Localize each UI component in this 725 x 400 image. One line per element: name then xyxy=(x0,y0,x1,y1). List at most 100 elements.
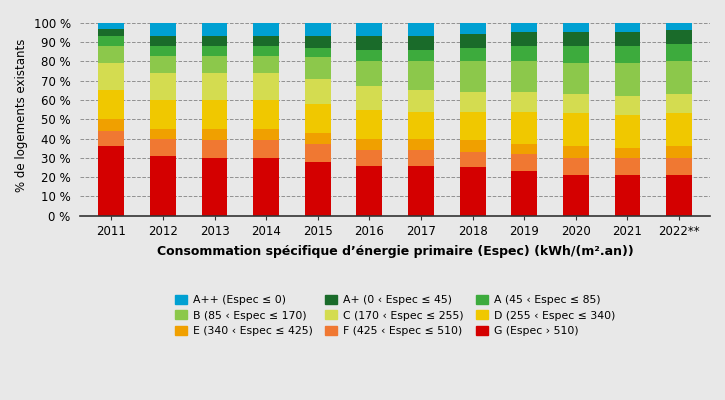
Bar xyxy=(305,104,331,133)
Bar xyxy=(357,110,382,138)
Bar xyxy=(511,23,537,32)
Bar xyxy=(99,46,124,63)
Bar xyxy=(305,36,331,48)
Bar xyxy=(563,146,589,158)
Bar xyxy=(408,138,434,150)
Bar xyxy=(563,158,589,175)
Bar xyxy=(408,90,434,112)
Bar xyxy=(202,56,228,73)
Bar xyxy=(666,44,692,61)
Bar xyxy=(408,112,434,138)
Bar xyxy=(666,94,692,114)
Bar xyxy=(253,73,279,100)
Bar xyxy=(511,92,537,112)
Bar xyxy=(253,56,279,73)
Bar xyxy=(253,129,279,140)
Bar xyxy=(202,73,228,100)
Bar xyxy=(615,23,640,32)
Bar xyxy=(511,154,537,171)
Bar xyxy=(150,100,176,129)
Bar xyxy=(666,158,692,175)
Bar xyxy=(666,23,692,30)
Bar xyxy=(408,150,434,166)
Bar xyxy=(563,46,589,63)
Bar xyxy=(99,131,124,146)
Bar xyxy=(563,63,589,94)
Bar xyxy=(460,48,486,61)
Bar xyxy=(150,156,176,216)
Bar xyxy=(408,23,434,36)
Bar xyxy=(563,175,589,216)
Bar xyxy=(150,138,176,156)
X-axis label: Consommation spécifique d’énergie primaire (Espec) (kWh/(m².an)): Consommation spécifique d’énergie primai… xyxy=(157,245,634,258)
Bar xyxy=(563,32,589,46)
Bar xyxy=(253,140,279,158)
Bar xyxy=(305,23,331,36)
Bar xyxy=(563,94,589,114)
Bar xyxy=(666,146,692,158)
Bar xyxy=(460,168,486,216)
Y-axis label: % de logements existants: % de logements existants xyxy=(15,39,28,192)
Bar xyxy=(615,96,640,115)
Bar xyxy=(357,86,382,110)
Bar xyxy=(150,36,176,46)
Bar xyxy=(357,138,382,150)
Bar xyxy=(305,144,331,162)
Bar xyxy=(666,30,692,44)
Bar xyxy=(99,63,124,90)
Bar xyxy=(202,100,228,129)
Bar xyxy=(305,48,331,58)
Bar xyxy=(357,61,382,86)
Bar xyxy=(253,36,279,46)
Bar xyxy=(666,114,692,146)
Bar xyxy=(615,46,640,63)
Bar xyxy=(150,129,176,138)
Bar xyxy=(202,129,228,140)
Bar xyxy=(460,112,486,140)
Bar xyxy=(511,112,537,144)
Bar xyxy=(150,56,176,73)
Bar xyxy=(305,79,331,104)
Bar xyxy=(253,46,279,56)
Bar xyxy=(563,23,589,32)
Bar xyxy=(253,158,279,216)
Bar xyxy=(408,50,434,61)
Bar xyxy=(511,46,537,61)
Bar xyxy=(253,23,279,36)
Bar xyxy=(99,146,124,216)
Bar xyxy=(408,36,434,50)
Bar xyxy=(460,152,486,168)
Bar xyxy=(202,23,228,36)
Bar xyxy=(615,115,640,148)
Bar xyxy=(511,61,537,92)
Bar xyxy=(357,50,382,61)
Bar xyxy=(150,23,176,36)
Bar xyxy=(615,32,640,46)
Bar xyxy=(99,119,124,131)
Bar xyxy=(615,63,640,96)
Bar xyxy=(460,61,486,92)
Bar xyxy=(615,158,640,175)
Bar xyxy=(253,100,279,129)
Bar xyxy=(408,61,434,90)
Bar xyxy=(511,32,537,46)
Bar xyxy=(460,92,486,112)
Bar xyxy=(615,148,640,158)
Bar xyxy=(511,144,537,154)
Bar xyxy=(305,58,331,79)
Bar xyxy=(460,23,486,34)
Bar xyxy=(460,140,486,152)
Bar xyxy=(202,140,228,158)
Bar xyxy=(357,36,382,50)
Bar xyxy=(305,133,331,144)
Bar xyxy=(408,166,434,216)
Bar xyxy=(666,175,692,216)
Bar xyxy=(202,158,228,216)
Bar xyxy=(666,61,692,94)
Bar xyxy=(357,150,382,166)
Bar xyxy=(99,90,124,119)
Bar xyxy=(615,175,640,216)
Bar xyxy=(305,162,331,216)
Bar xyxy=(357,166,382,216)
Legend: A++ (Espec ≤ 0), B (85 ‹ Espec ≤ 170), E (340 ‹ Espec ≤ 425), A+ (0 ‹ Espec ≤ 45: A++ (Espec ≤ 0), B (85 ‹ Espec ≤ 170), E… xyxy=(172,292,618,340)
